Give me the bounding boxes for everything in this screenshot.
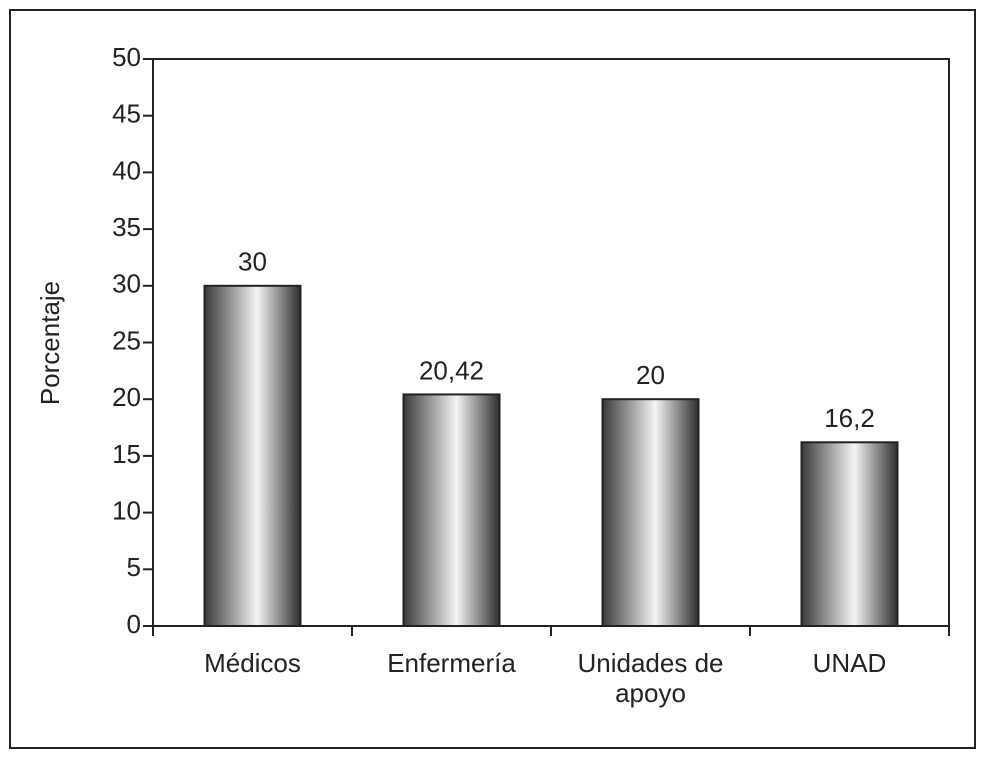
frame — [9, 9, 976, 749]
bar — [800, 441, 899, 627]
y-tick-label: 50 — [112, 42, 141, 72]
value-label: 20,42 — [419, 355, 484, 385]
y-tick-label: 20 — [112, 382, 141, 412]
y-axis-label: Porcentaje — [35, 281, 65, 405]
bar — [203, 284, 302, 627]
y-tick-label: 10 — [112, 495, 141, 525]
bar — [402, 393, 501, 627]
value-label: 20 — [636, 360, 665, 390]
y-tick-label: 5 — [127, 552, 141, 582]
x-tick-label: Médicos — [204, 648, 301, 678]
y-tick-label: 45 — [112, 99, 141, 129]
y-tick-label: 40 — [112, 155, 141, 185]
x-tick-label: UNAD — [812, 648, 887, 678]
y-tick-label: 30 — [112, 269, 141, 299]
y-tick-label: 35 — [112, 212, 141, 242]
y-tick-label: 25 — [112, 325, 141, 355]
value-label: 16,2 — [824, 403, 875, 433]
x-tick-label: Unidades de apoyo — [577, 648, 724, 708]
y-tick-label: 0 — [127, 609, 141, 639]
value-label: 30 — [238, 247, 267, 277]
bar — [601, 398, 700, 628]
y-tick-label: 15 — [112, 439, 141, 469]
x-tick-label: Enfermería — [387, 648, 516, 678]
